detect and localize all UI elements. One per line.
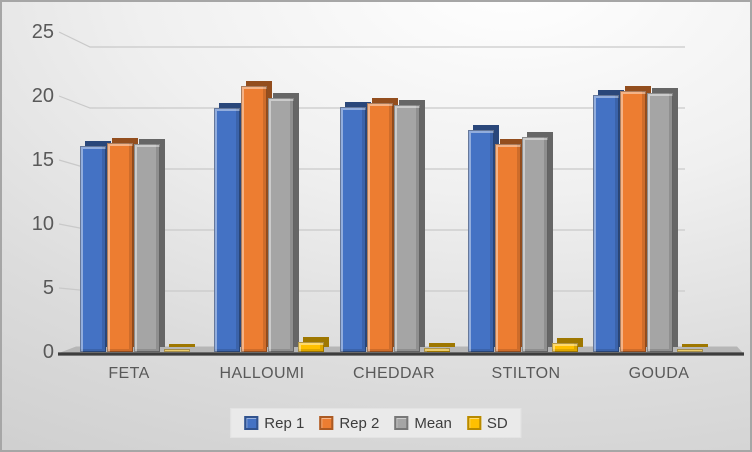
x-category-label-stilton: STILTON	[491, 365, 561, 382]
bar-face	[80, 145, 106, 352]
x-category-label-halloumi: HALLOUMI	[219, 365, 305, 382]
bar-face	[241, 86, 267, 352]
bar-face	[495, 144, 521, 352]
bar-rep-2-feta[interactable]	[107, 138, 138, 352]
legend: Rep 1 Rep 2 Mean SD	[230, 408, 522, 438]
bar-sd-stilton[interactable]	[552, 337, 583, 352]
legend-item-sd[interactable]: SD	[466, 414, 508, 432]
bar-face	[107, 143, 133, 352]
bar-rep-2-halloumi[interactable]	[241, 81, 272, 352]
bar-face	[298, 341, 324, 352]
bar-3d-extrusion	[682, 343, 708, 347]
y-tick-label-10: 10	[31, 213, 54, 235]
y-tick-label-15: 15	[31, 149, 54, 171]
bar-sd-halloumi[interactable]	[298, 336, 329, 352]
bar-face	[620, 91, 646, 352]
legend-swatch-rep-1	[244, 416, 259, 430]
bar-rep-2-stilton[interactable]	[495, 139, 526, 352]
bar-face	[647, 93, 673, 352]
bar-sd-feta[interactable]	[164, 344, 195, 352]
bar-face	[340, 106, 366, 352]
legend-label: Mean	[414, 414, 452, 432]
bar-3d-extrusion	[169, 344, 195, 347]
legend-item-rep-1[interactable]: Rep 1	[244, 415, 304, 432]
bar-face	[164, 349, 190, 352]
legend-label: Rep 1	[264, 414, 305, 432]
bar-3d-extrusion	[429, 343, 455, 347]
bar-face	[214, 108, 240, 352]
bar-rep-1-gouda[interactable]	[593, 90, 624, 352]
bar-sd-cheddar[interactable]	[424, 343, 455, 352]
bar-face	[677, 348, 703, 352]
legend-swatch-sd	[466, 416, 481, 430]
bar-rep-2-gouda[interactable]	[620, 86, 651, 352]
y-tick-label-20: 20	[31, 85, 54, 107]
bar-face	[468, 130, 494, 352]
legend-label: Rep 2	[339, 414, 380, 432]
legend-item-mean[interactable]: Mean	[394, 415, 452, 432]
bar-face	[268, 97, 294, 352]
bar-sd-gouda[interactable]	[677, 343, 708, 352]
bar-mean-halloumi[interactable]	[268, 92, 299, 352]
bar-mean-stilton[interactable]	[522, 132, 553, 352]
x-category-label-feta: FETA	[108, 365, 150, 382]
bar-face	[522, 137, 548, 352]
bar-mean-feta[interactable]	[134, 139, 165, 352]
legend-label: SD	[486, 414, 508, 432]
bar-rep-1-feta[interactable]	[80, 140, 111, 352]
legend-item-rep-2[interactable]: Rep 2	[319, 415, 379, 432]
bar-face	[367, 103, 393, 352]
x-category-label-cheddar: CHEDDAR	[353, 365, 435, 382]
bar-rep-1-cheddar[interactable]	[340, 101, 371, 352]
bar-mean-cheddar[interactable]	[394, 99, 425, 352]
bar-3d-extrusion	[557, 337, 583, 347]
bar-face	[394, 104, 420, 352]
y-tick-label-5: 5	[42, 277, 54, 299]
y-tick-label-25: 25	[31, 21, 54, 43]
x-category-label-gouda: GOUDA	[628, 365, 690, 382]
bar-face	[552, 342, 578, 352]
legend-swatch-mean	[394, 416, 409, 430]
bar-face	[134, 144, 160, 352]
bar-face	[593, 95, 619, 352]
bar-face	[424, 348, 450, 352]
legend-swatch-rep-2	[319, 416, 334, 430]
bar-rep-2-cheddar[interactable]	[367, 98, 398, 352]
y-tick-label-0: 0	[42, 341, 54, 363]
bar-rep-1-halloumi[interactable]	[214, 103, 245, 352]
bar-mean-gouda[interactable]	[647, 88, 678, 352]
bar-rep-1-stilton[interactable]	[468, 125, 499, 352]
